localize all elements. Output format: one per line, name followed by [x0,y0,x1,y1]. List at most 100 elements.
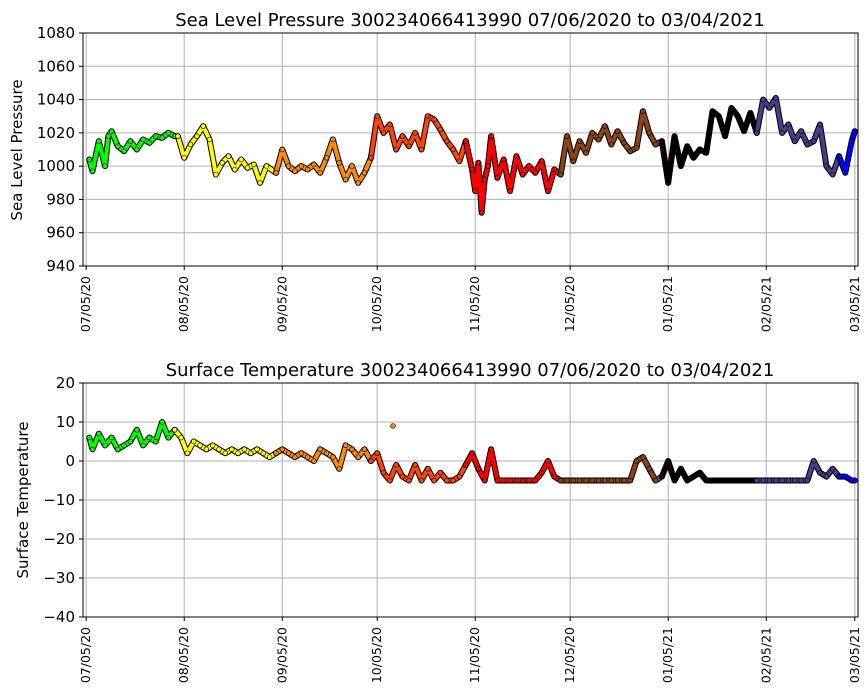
data-point [513,477,520,484]
data-point [621,140,627,146]
data-points [86,419,858,484]
data-point [608,477,614,484]
data-point [760,96,766,103]
data-point [646,130,652,136]
data-point [804,141,811,148]
data-point [298,450,304,456]
data-point [89,168,96,174]
data-point [355,454,361,460]
data-point [257,180,263,186]
data-point [197,442,203,449]
data-point [317,446,323,452]
data-point [716,477,722,484]
data-point [349,446,355,452]
data-point [494,175,501,181]
data-point [225,153,232,159]
data-point [374,113,380,119]
data-point [798,128,804,134]
y-tick-label: −30 [43,569,75,587]
data-point [134,427,140,433]
data-point [361,446,368,452]
data-point [153,133,159,139]
data-point [538,158,545,164]
y-tick-label: 1060 [37,57,75,75]
data-point [810,458,817,464]
data-point [89,446,96,452]
data-point [86,156,93,163]
data-point [232,166,238,173]
series-line [659,459,759,483]
data-point [393,146,399,153]
data-point [469,166,475,173]
data-point [595,477,602,484]
y-tick-label: 0 [65,452,75,470]
y-tick-label: 1020 [37,124,75,142]
data-point [444,138,450,144]
data-point [206,136,213,143]
x-tick-label: 03/05/21 [847,276,862,332]
data-point [532,477,538,484]
data-point [722,133,728,139]
data-point [519,477,526,484]
data-point [640,108,646,114]
data-point [251,161,257,168]
data-point [418,146,425,153]
data-point [583,477,589,484]
data-point [703,477,709,484]
data-point [355,180,361,186]
data-point [317,170,323,176]
data-point [507,188,513,194]
x-tick-labels: 07/05/20 08/05/20 09/05/20 10/05/20 11/05/20… [78,617,862,683]
y-tick-label: 10 [56,413,75,431]
data-point [254,446,260,452]
data-point [102,442,108,449]
data-point [323,450,330,456]
data-point [652,477,659,484]
outlier-point [390,423,396,429]
x-tick-label: 03/05/21 [847,627,862,683]
series-line [175,124,278,185]
data-point [501,156,507,163]
data-point [86,434,93,441]
data-point [823,473,830,480]
data-point [399,133,406,139]
data-point [238,156,244,163]
data-point [633,145,640,151]
data-point [627,477,633,484]
data-point [222,450,229,456]
series-line [274,443,373,471]
data-point [665,458,671,464]
x-tick-label: 02/05/21 [758,276,773,332]
data-point [589,477,595,484]
data-point [836,153,842,159]
data-point [412,462,418,468]
y-tick-labels: 940 960 980 1000 1020 1040 1060 1080 [37,24,83,275]
data-point [722,477,728,484]
data-point [564,133,570,139]
y-axis-label: Surface Temperature [14,422,32,579]
y-tick-label: 1000 [37,157,75,175]
data-point [773,477,779,484]
data-point [235,450,241,456]
chart-title: Surface Temperature 300234066413990 07/0… [166,360,775,381]
y-tick-label: 1080 [37,24,75,42]
data-point [412,130,418,136]
x-tick-labels: 07/05/20 08/05/20 09/05/20 10/05/20 11/05/20… [78,266,862,332]
data-point [475,466,482,472]
data-point [709,477,716,484]
data-point [747,477,754,484]
data-point [121,148,127,154]
data-point [791,477,798,484]
data-point [266,454,273,460]
data-point [602,123,608,129]
data-point [817,470,823,476]
data-point [519,171,526,178]
data-point [766,105,773,111]
y-tick-label: 1040 [37,91,75,109]
data-point [829,171,836,178]
data-point [671,477,678,484]
data-point [456,158,463,164]
data-point [210,442,216,449]
data-point [703,150,709,156]
data-point [475,160,482,166]
